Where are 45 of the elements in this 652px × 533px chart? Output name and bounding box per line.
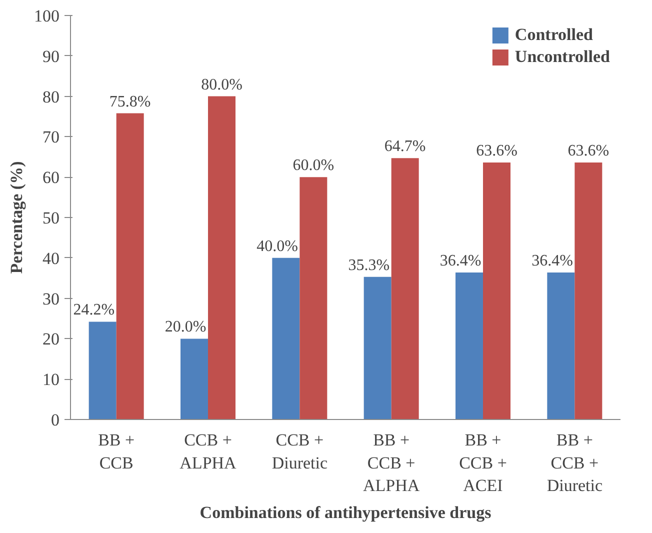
x-tick-label: BB + CCB + ALPHA — [363, 430, 420, 496]
y-tick-label: 70 — [42, 128, 60, 147]
data-label: 40.0% — [256, 238, 298, 255]
x-tick-label: BB + CCB + Diuretic — [546, 430, 603, 496]
bar — [208, 96, 236, 420]
bar — [456, 272, 483, 420]
x-tick-label: CCB + ALPHA — [180, 430, 238, 472]
bar — [272, 258, 300, 420]
y-tick-label: 10 — [42, 370, 60, 390]
bar — [483, 162, 510, 420]
y-tick-label: 20 — [42, 330, 60, 349]
y-tick-label: 90 — [42, 46, 60, 66]
y-tick-label: 0 — [51, 410, 60, 430]
y-tick-label: 60 — [42, 168, 60, 188]
bar — [88, 322, 116, 420]
y-tick-label: 50 — [42, 208, 60, 228]
bar — [391, 158, 419, 420]
bar — [180, 338, 208, 420]
y-tick-label: 40 — [42, 248, 60, 268]
data-label: 36.4% — [440, 252, 482, 270]
y-tick-label: 30 — [42, 289, 60, 308]
bar — [547, 272, 575, 420]
x-tick-label: CCB + Diuretic — [272, 430, 328, 472]
data-label: 36.4% — [532, 252, 573, 270]
data-label: 60.0% — [292, 157, 334, 174]
y-axis-title: Percentage (%) — [7, 161, 26, 274]
y-tick-label: 100 — [34, 6, 60, 26]
bar — [364, 276, 392, 420]
bar — [116, 113, 144, 420]
legend-label: Controlled — [514, 25, 593, 45]
x-axis-title: Combinations of antihypertensive drugs — [200, 503, 492, 522]
x-tick-label: BB + CCB — [98, 430, 135, 472]
legend-label: Uncontrolled — [514, 47, 610, 67]
data-label: 35.3% — [348, 256, 390, 274]
data-label: 80.0% — [201, 76, 242, 94]
bar — [574, 162, 602, 420]
x-tick-label: BB + CCB + ACEI — [459, 430, 507, 496]
bar — [300, 177, 328, 420]
data-label: 63.6% — [476, 142, 518, 160]
data-label: 24.2% — [73, 302, 115, 319]
y-tick-label: 80 — [42, 87, 60, 106]
data-label: 20.0% — [164, 318, 206, 336]
data-label: 63.6% — [568, 142, 610, 160]
data-label: 75.8% — [109, 93, 151, 110]
data-label: 64.7% — [384, 138, 426, 156]
